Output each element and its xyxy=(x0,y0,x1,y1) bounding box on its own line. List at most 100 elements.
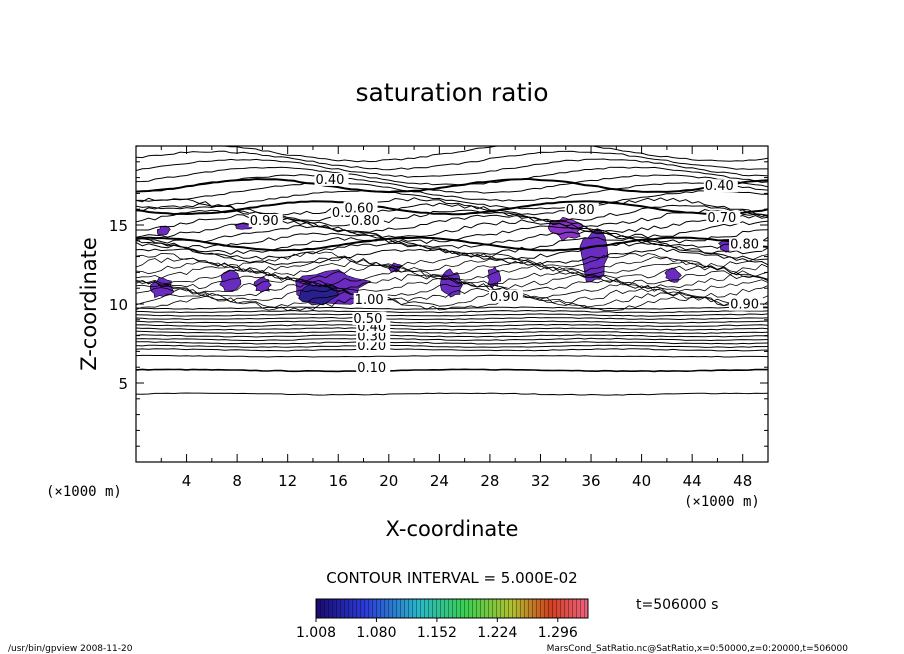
colorbar-tick-label: 1.008 xyxy=(296,625,336,641)
contour-label-bg xyxy=(314,172,349,186)
x-tick-label: 24 xyxy=(430,472,449,490)
contour-line xyxy=(136,202,768,222)
contour-label: 0.30 xyxy=(357,329,386,344)
x-tick-label: 12 xyxy=(278,472,297,490)
x-axis: 4 8 12 16 20 24 28 32 36 40 44 48 xyxy=(160,146,752,490)
contour-label-bg xyxy=(356,360,391,374)
contour-line xyxy=(136,330,768,335)
contour-line xyxy=(136,323,768,328)
contour-line xyxy=(136,251,768,269)
contour-interval: CONTOUR INTERVAL = 5.000E-02 xyxy=(326,569,577,587)
x-tick-label: 48 xyxy=(733,472,752,490)
contour-label: 0.50 xyxy=(353,312,382,327)
colorbar-tick-label: 1.296 xyxy=(538,625,578,641)
contour-label-bg xyxy=(248,214,283,227)
y-tick-label: 15 xyxy=(109,217,128,235)
contour-line xyxy=(136,273,768,290)
contour-line xyxy=(136,236,768,255)
colorbar-tick-label: 1.224 xyxy=(477,625,517,641)
contour-line xyxy=(136,316,768,321)
contour-label: 0.70 xyxy=(707,211,736,226)
x-tick-label: 8 xyxy=(232,472,242,490)
contour-label: 0.20 xyxy=(357,339,386,354)
contour-line xyxy=(136,313,768,317)
time-label: t=506000 s xyxy=(636,597,718,613)
contour-line xyxy=(136,334,768,338)
contour-label-bg xyxy=(343,201,378,215)
shaded-region xyxy=(219,269,242,292)
x-tick-label: 20 xyxy=(379,472,398,490)
x-unit-right: (×1000 m) xyxy=(684,494,760,510)
contour-line xyxy=(136,177,768,194)
contour-label: 0.40 xyxy=(315,173,344,188)
contour-label-bg xyxy=(349,214,384,227)
contour-line xyxy=(136,150,768,171)
contour-label: 0.80 xyxy=(730,238,759,253)
contour-line xyxy=(136,269,768,286)
chart-title: saturation ratio xyxy=(355,78,548,107)
x-tick-label: 16 xyxy=(329,472,348,490)
x-tick-label: 40 xyxy=(632,472,651,490)
contour-line xyxy=(136,320,768,324)
contour-label-bg xyxy=(729,237,764,251)
x-tick-label: 4 xyxy=(182,472,192,490)
colorbar-ticks: 1.008 1.080 1.152 1.224 1.296 xyxy=(296,618,578,641)
contour-label-bg xyxy=(352,311,387,325)
y-tick-label: 5 xyxy=(118,375,128,393)
contour-label-bg xyxy=(564,202,599,216)
y-axis-label: Z-coordinate xyxy=(77,237,101,371)
contour-line xyxy=(136,291,768,308)
shaded-region xyxy=(234,222,253,230)
contour-lines xyxy=(136,146,768,396)
shaded-region xyxy=(664,267,682,283)
plot-area: 0.100.200.300.400.500.400.400.500.600.80… xyxy=(136,146,768,396)
contour-label-bg xyxy=(729,297,764,311)
contour-label: 0.40 xyxy=(705,179,734,194)
y-tick-label: 10 xyxy=(109,296,128,314)
contour-label-bg xyxy=(488,289,523,303)
contour-labels: 0.100.200.300.400.500.400.400.500.600.80… xyxy=(248,172,764,376)
contour-line xyxy=(136,344,768,349)
x-tick-label: 36 xyxy=(581,472,600,490)
contour-line xyxy=(136,181,768,202)
contour-line xyxy=(136,236,768,252)
y-axis: 5 10 15 xyxy=(109,161,768,447)
contour-line xyxy=(136,214,768,233)
contour-line xyxy=(136,392,768,396)
contour-line xyxy=(136,208,768,228)
contour-line xyxy=(136,287,768,304)
x-tick-label: 28 xyxy=(480,472,499,490)
contour-line xyxy=(136,241,768,261)
contour-line xyxy=(136,368,768,373)
contour-label: 0.80 xyxy=(566,203,595,218)
x-tick-label: 32 xyxy=(531,472,550,490)
contour-line xyxy=(136,309,768,314)
contour-line xyxy=(136,295,768,312)
x-axis-label: X-coordinate xyxy=(386,517,519,541)
contour-line xyxy=(136,306,768,310)
colorbar-tick-label: 1.152 xyxy=(417,625,457,641)
contour-line xyxy=(136,200,768,216)
contour-line xyxy=(136,158,768,178)
contour-line xyxy=(136,219,768,239)
contour-label: 0.10 xyxy=(357,361,386,376)
contour-label-bg xyxy=(706,210,741,224)
contour-line xyxy=(136,337,768,342)
contour-label-bg xyxy=(703,179,738,193)
contour-line xyxy=(136,341,768,345)
shaded-region xyxy=(253,276,272,293)
contour-label-bg xyxy=(353,293,388,306)
contour-label: 0.80 xyxy=(351,214,380,229)
contour-line xyxy=(136,327,768,331)
contour-line xyxy=(136,174,768,194)
x-tick-label: 44 xyxy=(683,472,702,490)
contour-line xyxy=(136,166,768,186)
footer-left: /usr/bin/gpview 2008-11-20 xyxy=(8,644,133,654)
contour-line xyxy=(136,282,768,299)
contour-label: 0.90 xyxy=(490,290,519,305)
contour-label: 1.00 xyxy=(355,293,384,308)
contour-label: 0.90 xyxy=(250,214,279,229)
contour-line xyxy=(136,348,768,352)
colorbar-tick-label: 1.080 xyxy=(356,625,396,641)
